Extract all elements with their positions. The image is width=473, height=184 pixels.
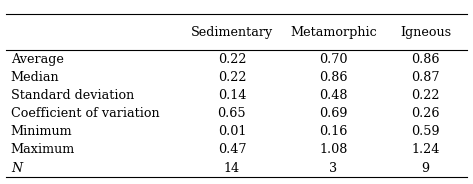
Text: 0.69: 0.69 (319, 107, 348, 120)
Text: Igneous: Igneous (400, 26, 451, 39)
Text: 0.22: 0.22 (218, 71, 246, 84)
Text: 0.26: 0.26 (411, 107, 440, 120)
Text: Coefficient of variation: Coefficient of variation (11, 107, 159, 120)
Text: Sedimentary: Sedimentary (191, 26, 273, 39)
Text: 0.14: 0.14 (218, 89, 246, 102)
Text: N: N (11, 162, 22, 175)
Text: 0.01: 0.01 (218, 125, 246, 138)
Text: 0.47: 0.47 (218, 144, 246, 156)
Text: Standard deviation: Standard deviation (11, 89, 134, 102)
Text: 0.70: 0.70 (319, 53, 348, 66)
Text: 0.59: 0.59 (411, 125, 440, 138)
Text: Minimum: Minimum (11, 125, 72, 138)
Text: 3: 3 (329, 162, 337, 175)
Text: 1.24: 1.24 (411, 144, 439, 156)
Text: 0.22: 0.22 (218, 53, 246, 66)
Text: 9: 9 (421, 162, 429, 175)
Text: Maximum: Maximum (11, 144, 75, 156)
Text: 14: 14 (224, 162, 240, 175)
Text: Metamorphic: Metamorphic (290, 26, 377, 39)
Text: Median: Median (11, 71, 60, 84)
Text: Average: Average (11, 53, 64, 66)
Text: 0.65: 0.65 (218, 107, 246, 120)
Text: 0.16: 0.16 (319, 125, 348, 138)
Text: 0.48: 0.48 (319, 89, 348, 102)
Text: 0.86: 0.86 (319, 71, 348, 84)
Text: 1.08: 1.08 (319, 144, 348, 156)
Text: 0.86: 0.86 (411, 53, 440, 66)
Text: 0.22: 0.22 (411, 89, 440, 102)
Text: 0.87: 0.87 (411, 71, 440, 84)
